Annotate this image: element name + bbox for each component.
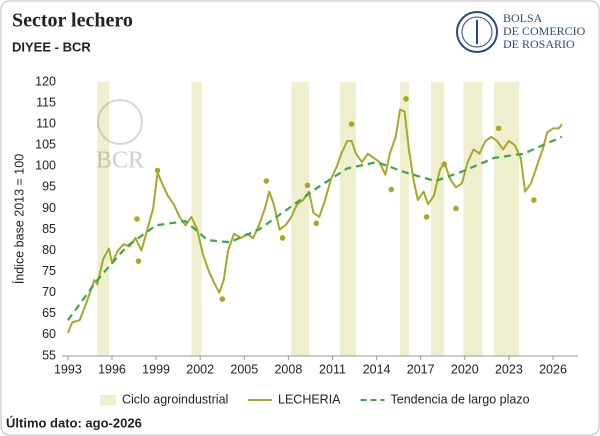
cycle-band	[400, 82, 409, 356]
y-tick-label: 70	[42, 285, 56, 299]
data-point	[423, 214, 430, 220]
y-tick-label: 100	[35, 159, 56, 173]
data-point	[154, 167, 161, 174]
y-tick-label: 60	[42, 327, 56, 341]
cycle-band	[97, 82, 110, 356]
data-point	[304, 182, 311, 189]
data-point	[453, 205, 459, 212]
data-point	[279, 235, 286, 241]
legend-label: Tendencia de largo plazo	[391, 392, 530, 406]
data-point	[441, 161, 448, 167]
y-tick-label: 80	[42, 243, 56, 257]
cycle-band	[463, 82, 483, 356]
legend-label: Ciclo agroindustrial	[122, 392, 228, 406]
x-tick-label: 2002	[186, 362, 214, 376]
watermark: BCR	[96, 99, 144, 174]
legend-label: LECHERIA	[278, 392, 341, 406]
chart-title: Sector lechero	[12, 10, 133, 32]
logo-text: DE ROSARIO	[503, 37, 575, 51]
logo-text: BOLSA	[503, 11, 543, 25]
footnote: Último dato: ago-2026	[6, 415, 142, 430]
y-tick-label: 105	[35, 138, 56, 152]
x-tick-label: 2014	[363, 362, 391, 376]
data-point	[135, 258, 142, 264]
y-tick-label: 95	[42, 180, 56, 194]
cycle-band	[291, 82, 309, 356]
x-tick-label: 2017	[407, 362, 435, 376]
y-tick-label: 120	[35, 74, 56, 88]
y-axis-label: Índice base 2013 = 100	[11, 154, 26, 284]
x-tick-label: 2020	[451, 362, 479, 376]
chart-subtitle: DIYEE - BCR	[12, 39, 91, 54]
cycle-band	[430, 82, 445, 356]
logo: BOLSA DE COMERCIO DE ROSARIO	[456, 11, 586, 53]
y-tick-label: 55	[42, 348, 56, 362]
x-tick-label: 2026	[539, 362, 567, 376]
logo-icon	[456, 11, 498, 53]
y-tick-label: 75	[42, 264, 56, 278]
x-tick-label: 1996	[98, 362, 126, 376]
data-point	[134, 216, 140, 222]
y-tick-label: 65	[42, 306, 56, 320]
data-point	[313, 220, 320, 227]
x-tick-label: 1999	[142, 362, 170, 376]
x-tick-label: 2005	[230, 362, 258, 376]
y-tick-label: 85	[42, 222, 56, 236]
y-tick-label: 110	[36, 116, 56, 130]
trend-line	[67, 135, 563, 321]
legend-swatch	[100, 395, 116, 405]
y-tick-label: 90	[42, 201, 56, 215]
logo-text: DE COMERCIO	[503, 24, 586, 38]
data-line	[66, 108, 563, 334]
logo-icon-inner	[461, 16, 493, 48]
x-tick-label: 2011	[319, 362, 346, 376]
x-tick-label: 1993	[54, 362, 82, 376]
watermark-icon	[97, 99, 143, 145]
x-tick-label: 2023	[495, 362, 523, 376]
x-tick-label: 2008	[274, 362, 302, 376]
data-point	[388, 186, 395, 193]
data-point	[263, 178, 270, 184]
cycle-band	[494, 82, 520, 356]
data-point	[531, 197, 537, 203]
data-point	[219, 296, 226, 302]
data-point	[403, 96, 409, 102]
y-tick-label: 115	[36, 95, 56, 109]
data-point	[348, 121, 355, 127]
cycle-band	[191, 82, 202, 356]
data-point	[495, 125, 502, 132]
watermark-text: BCR	[96, 148, 144, 174]
